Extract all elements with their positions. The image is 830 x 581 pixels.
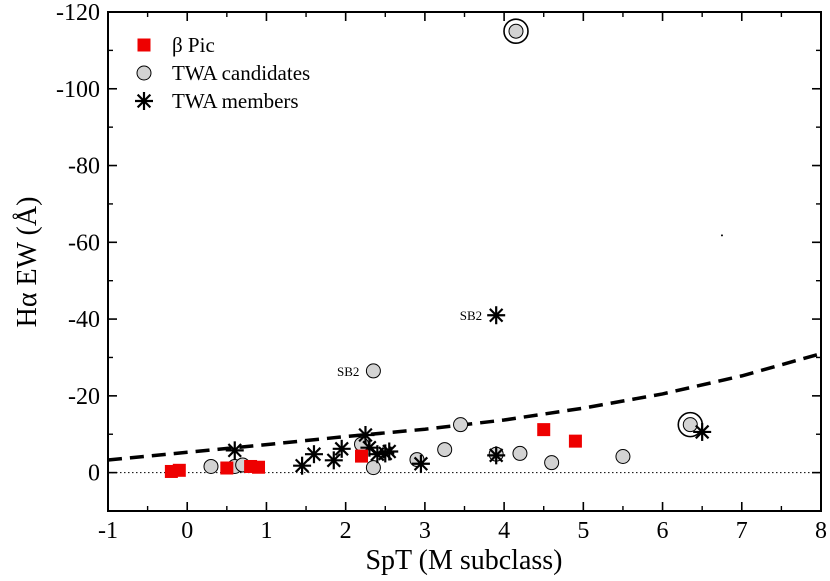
twa-member-point — [332, 439, 351, 458]
x-tick-label: 0 — [181, 518, 193, 544]
y-tick-label: -100 — [56, 77, 100, 103]
sb2-annotation: SB2 — [460, 308, 482, 323]
y-tick-label: -60 — [68, 230, 100, 256]
x-tick-label: 1 — [260, 518, 272, 544]
twa-candidate-point — [453, 417, 469, 433]
twa-member-point — [380, 442, 399, 461]
x-tick-label: 2 — [340, 518, 352, 544]
x-tick-label: 4 — [498, 518, 510, 544]
twa-candidate-point — [682, 417, 698, 433]
x-tick-label: 8 — [815, 518, 827, 544]
beta-pic-point — [355, 449, 369, 463]
beta-pic-point — [537, 423, 551, 437]
twa-candidate-point — [508, 23, 524, 39]
beta-pic-point — [220, 461, 234, 475]
y-tick-label: -20 — [68, 384, 100, 410]
plot-frame — [107, 11, 822, 512]
twa-candidate-point — [512, 445, 528, 461]
y-tick-label: -40 — [68, 307, 100, 333]
twa-member-point — [293, 456, 312, 475]
legend-label: TWA members — [172, 89, 299, 113]
y-axis-label: Hα EW (Å) — [12, 197, 43, 328]
reference-lines — [107, 351, 822, 474]
x-tick-label: 6 — [657, 518, 669, 544]
twa-member-point — [304, 445, 323, 464]
twa-candidate-point — [203, 458, 219, 474]
twa-member-point — [324, 451, 343, 470]
twa-member-point — [411, 454, 430, 473]
x-axis-label: SpT (M subclass) — [365, 545, 562, 576]
twa-member-point — [487, 306, 506, 325]
legend-marker-beta-pic — [137, 38, 151, 52]
x-tick-label: 5 — [577, 518, 589, 544]
twa-member-point — [693, 422, 712, 441]
legend-label: β Pic — [172, 33, 215, 57]
axes: -1 0 1 2 3 4 5 6 7 8 0 -20 -40 -60 -80 -100 -120 — [56, 0, 827, 544]
twa-candidate-point — [544, 455, 560, 471]
beta-pic-point — [172, 463, 186, 477]
x-tick-label: -1 — [98, 518, 118, 544]
twa-candidate-point — [437, 442, 453, 458]
twa-candidate-point — [365, 460, 381, 476]
twa-member-point — [487, 446, 506, 465]
dashed-saturation-curve — [107, 351, 822, 462]
y-tick-label: -120 — [56, 0, 100, 26]
y-tick-label: 0 — [88, 461, 100, 487]
legend-label: TWA candidates — [172, 61, 310, 85]
beta-pic-point — [568, 434, 582, 448]
legend-marker-twa-members — [135, 92, 153, 110]
legend: β Pic TWA candidates TWA members — [135, 33, 310, 113]
twa-candidate-point — [365, 363, 381, 379]
twa-member-point — [356, 425, 375, 444]
legend-marker-twa-candidates — [136, 65, 152, 81]
data-points — [164, 18, 723, 478]
x-tick-label: 7 — [736, 518, 748, 544]
annotations: SB2 SB2 — [337, 308, 482, 379]
twa-candidate-point — [615, 448, 631, 464]
sb2-annotation: SB2 — [337, 364, 359, 379]
twa-member-point — [225, 441, 244, 460]
beta-pic-point — [252, 460, 266, 474]
highlight-ring — [503, 18, 529, 44]
x-tick-label: 3 — [419, 518, 431, 544]
stray-dot — [720, 234, 723, 237]
y-tick-label: -80 — [68, 154, 100, 180]
